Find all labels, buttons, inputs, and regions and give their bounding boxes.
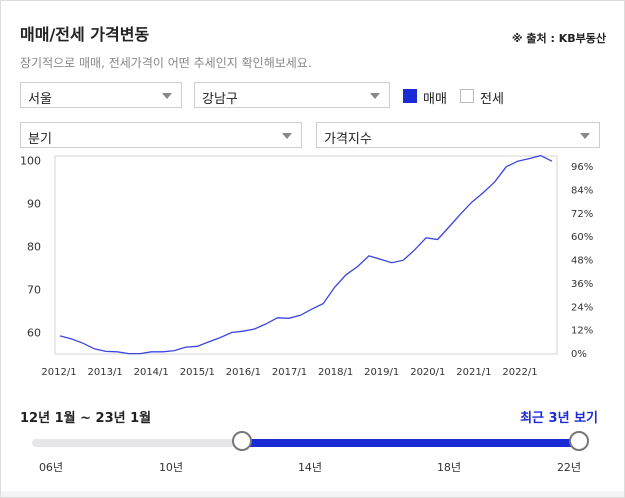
chevron-down-icon: [162, 93, 172, 99]
chevron-down-icon: [282, 133, 292, 139]
city-select-value: 서울: [28, 92, 52, 107]
slider-tick-22: 22년: [556, 461, 582, 474]
x-tick-label: 2020/1: [410, 367, 445, 378]
x-tick-label: 2012/1: [41, 367, 76, 378]
y-right-tick-label: 24%: [571, 302, 593, 313]
y-right-tick-label: 48%: [571, 256, 593, 267]
district-select-value: 강남구: [202, 92, 238, 107]
district-select[interactable]: 강남구: [194, 82, 390, 108]
period-select[interactable]: 분기: [20, 122, 302, 148]
sale-checkbox-label: 매매: [423, 92, 447, 107]
sale-price-index-line: [59, 154, 553, 355]
slider-tick-06: 06년: [38, 461, 64, 474]
checkbox-unchecked-icon: [460, 89, 474, 103]
y-right-tick-label: 84%: [571, 185, 593, 196]
x-tick-label: 2022/1: [502, 367, 537, 378]
plot-area: [54, 155, 558, 355]
city-select[interactable]: 서울: [20, 82, 182, 108]
y-right-tick-label: 72%: [571, 209, 593, 220]
date-range-slider-fill: [242, 439, 579, 447]
x-tick-label: 2019/1: [364, 367, 399, 378]
range-start-handle[interactable]: [232, 431, 252, 451]
period-select-value: 분기: [28, 132, 52, 147]
panel-subtitle: 장기적으로 매매, 전세가격이 어떤 추세인지 확인해보세요.: [20, 56, 312, 70]
y-right-tick-label: 0%: [571, 349, 587, 360]
bottom-strip: [1, 491, 624, 497]
date-range-slider-track[interactable]: [32, 431, 589, 451]
slider-tick-10: 10년: [158, 461, 184, 474]
recent-3-years-link[interactable]: 최근 3년 보기: [520, 411, 598, 426]
price-index-chart: 100 90 80 70 60 96% 84% 72% 60% 48% 36% 24% 12% 0% 201…: [20, 154, 593, 378]
x-tick-label: 2021/1: [456, 367, 491, 378]
x-tick-label: 2018/1: [318, 367, 353, 378]
y-right-tick-label: 60%: [571, 232, 593, 243]
y-right-tick-label: 96%: [571, 162, 593, 173]
lease-checkbox-label: 전세: [480, 92, 504, 107]
chevron-down-icon: [580, 133, 590, 139]
y-left-tick-label: 60: [27, 326, 41, 339]
metric-select-value: 가격지수: [324, 132, 372, 147]
chevron-down-icon: [370, 93, 380, 99]
y-right-tick-label: 12%: [571, 326, 593, 337]
panel-title: 매매/전세 가격변동: [20, 25, 150, 44]
metric-select[interactable]: 가격지수: [316, 122, 600, 148]
x-tick-label: 2017/1: [272, 367, 307, 378]
x-tick-label: 2015/1: [180, 367, 215, 378]
x-tick-label: 2013/1: [88, 367, 123, 378]
y-left-tick-label: 90: [27, 197, 41, 210]
slider-tick-18: 18년: [436, 461, 462, 474]
source-label: ※ 출처 : KB부동산: [511, 32, 606, 45]
slider-tick-14: 14년: [297, 461, 323, 474]
checkbox-checked-icon: [403, 89, 417, 103]
x-tick-label: 2014/1: [134, 367, 169, 378]
range-label: 12년 1월 ~ 23년 1월: [20, 411, 152, 426]
x-tick-label: 2016/1: [226, 367, 261, 378]
y-left-tick-label: 80: [27, 240, 41, 253]
y-right-tick-label: 36%: [571, 279, 593, 290]
y-left-tick-label: 70: [27, 283, 41, 296]
range-end-handle[interactable]: [569, 431, 589, 451]
y-left-tick-label: 100: [20, 154, 41, 167]
